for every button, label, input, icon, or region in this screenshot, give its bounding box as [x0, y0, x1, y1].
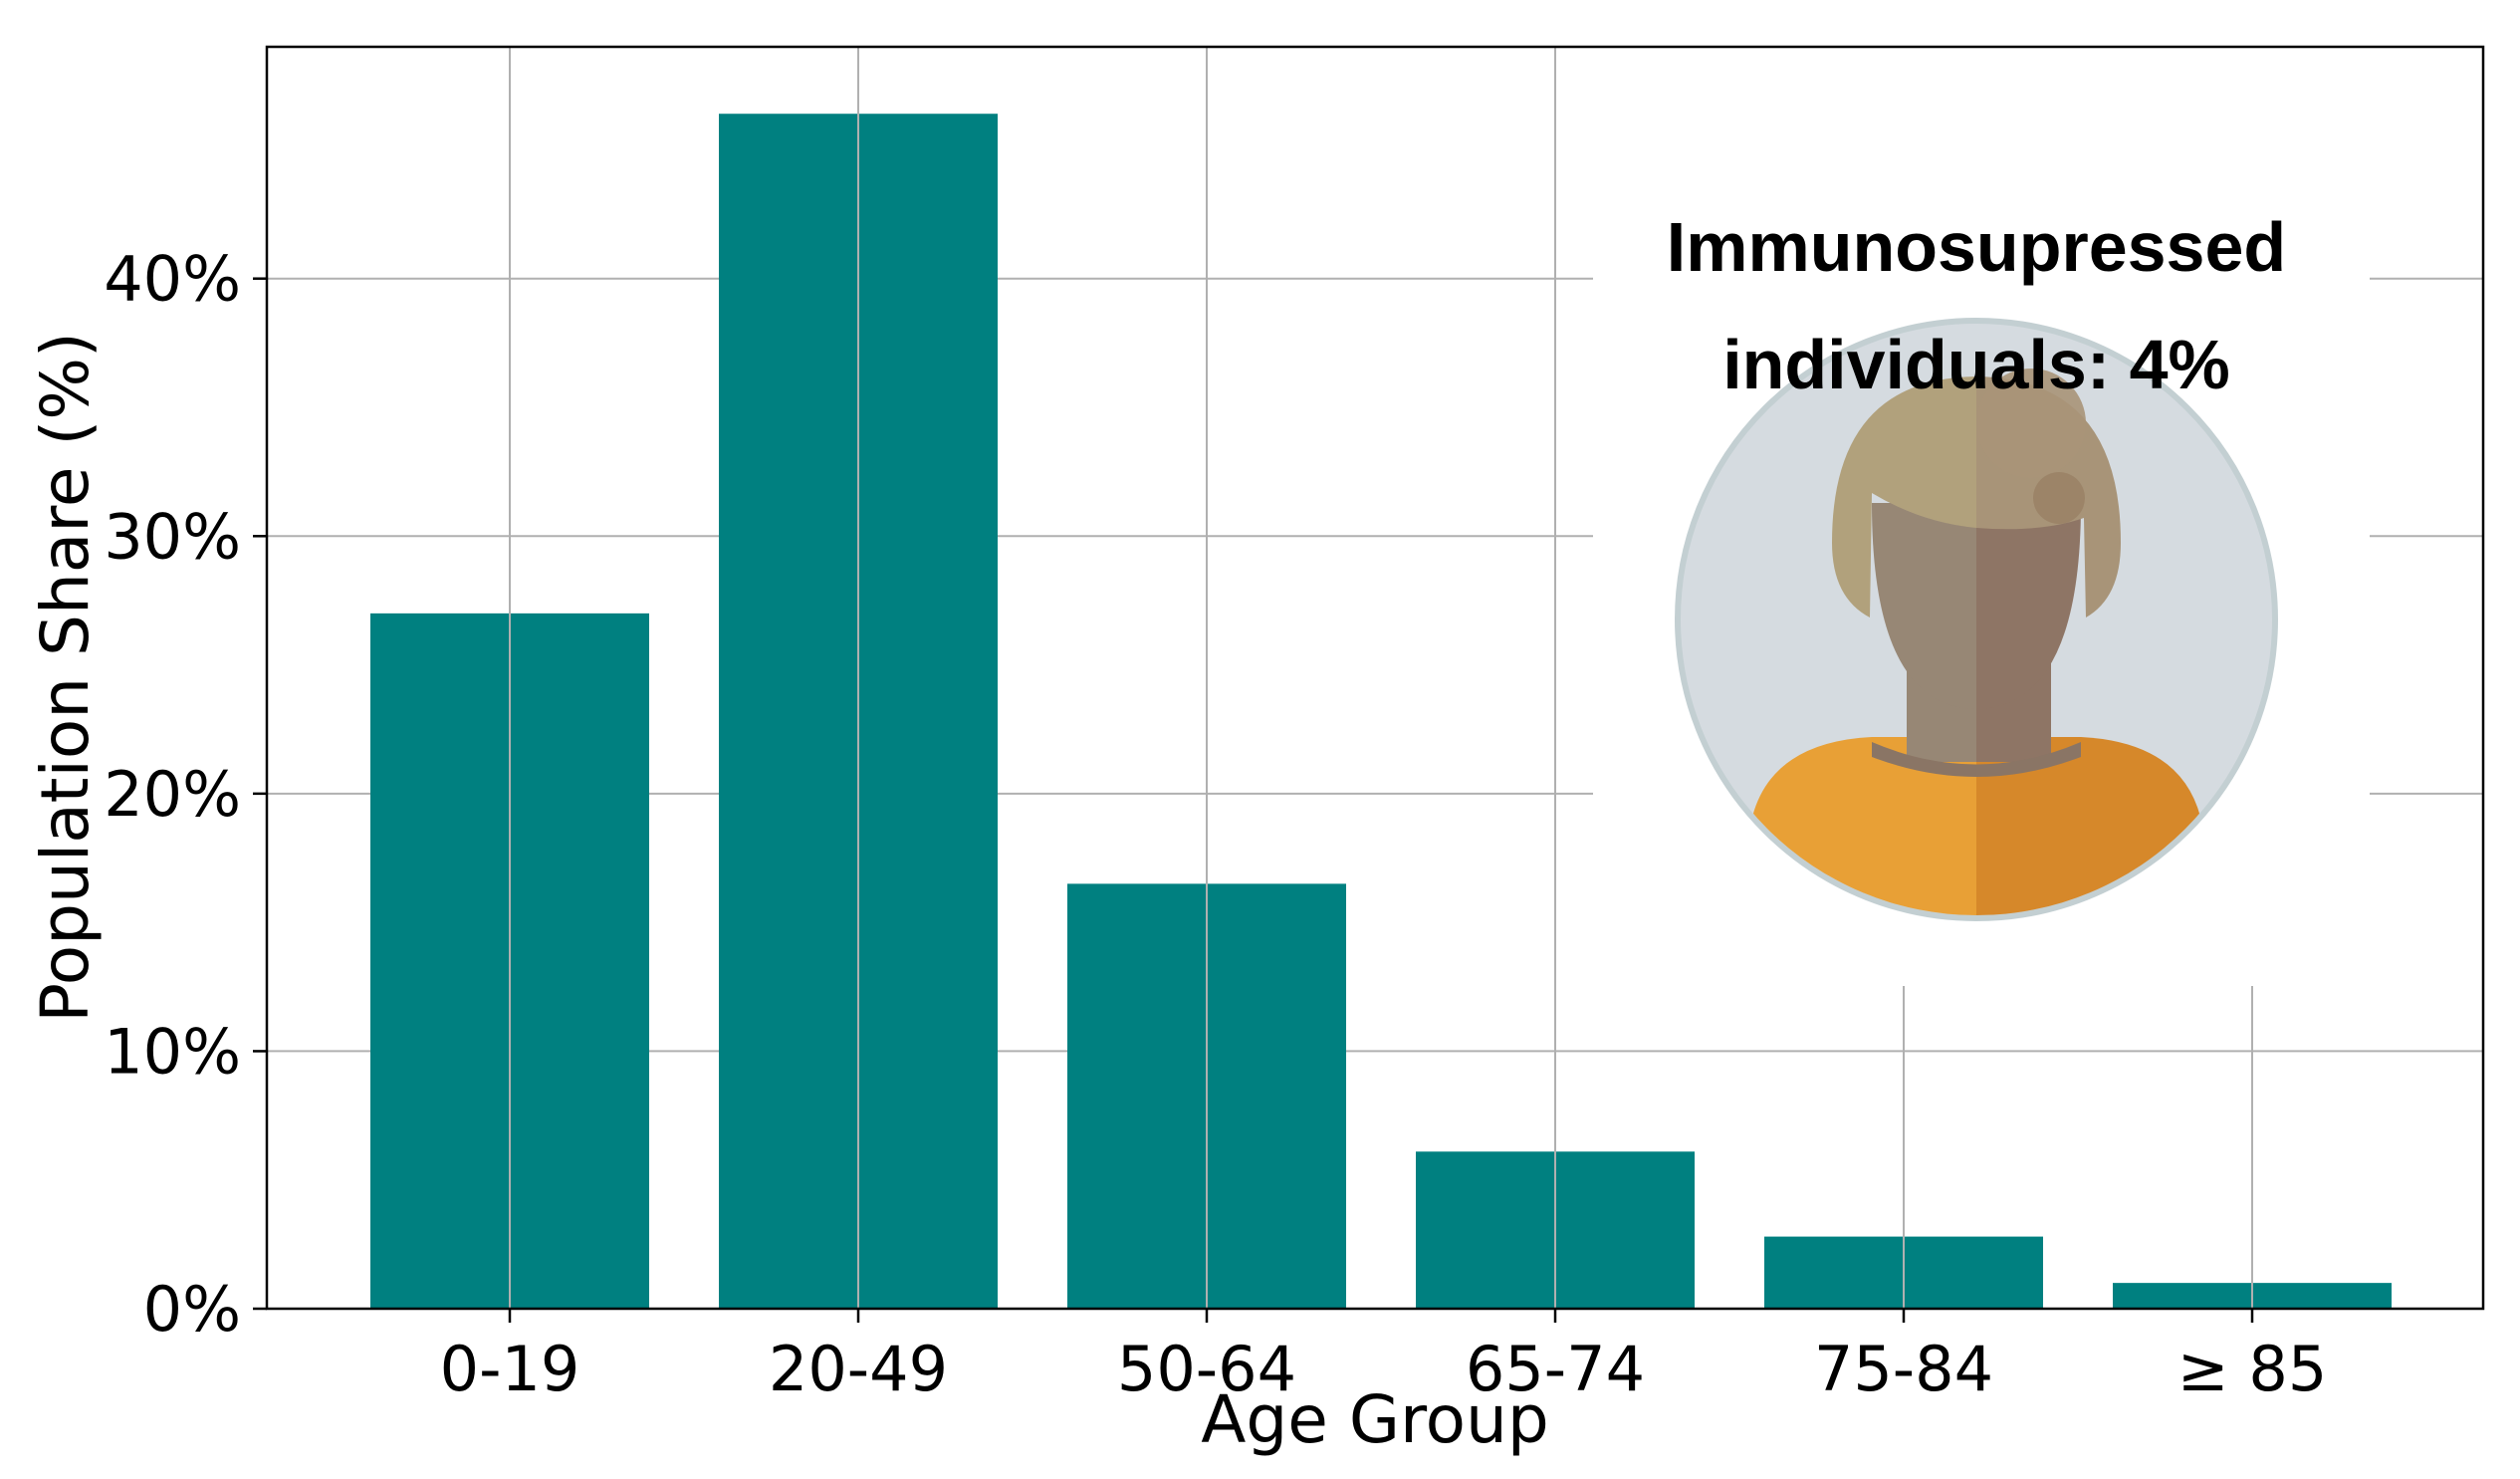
x-tick-label: 50-64 [1117, 1333, 1296, 1405]
x-tick-label: 0-19 [440, 1333, 580, 1405]
plot-frame [265, 45, 2485, 1311]
annotation-label-line1: Immunosupressed [1667, 208, 2286, 286]
y-tick-label: 20% [104, 758, 241, 831]
x-tick-label: ≥ 85 [2177, 1333, 2328, 1405]
y-tick-label: 0% [143, 1273, 241, 1346]
y-axis-ticks: 0% 10% 20% 30% 40% [104, 243, 267, 1346]
y-tick-label: 30% [104, 500, 241, 573]
annotation-label-line2: individuals: 4% [1722, 326, 2230, 403]
y-axis-label: Population Share (%) [27, 332, 104, 1022]
y-tick-label: 10% [104, 1015, 241, 1088]
person-avatar-icon [1675, 318, 2278, 921]
x-tick-label: 75-84 [1814, 1333, 1993, 1405]
y-tick-label: 40% [104, 243, 241, 316]
x-tick-label: 65-74 [1466, 1333, 1645, 1405]
x-axis-label: Age Group [1201, 1381, 1549, 1458]
annotation [1593, 30, 2370, 986]
x-axis-ticks: 0-19 20-49 50-64 65-74 75-84 ≥ 85 [440, 1309, 2328, 1405]
x-tick-label: 20-49 [769, 1333, 948, 1405]
